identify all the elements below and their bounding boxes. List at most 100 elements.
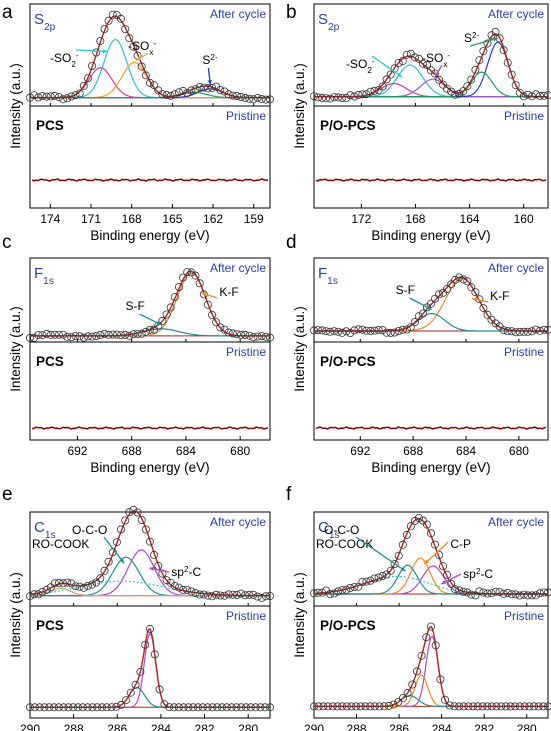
pristine-data-point (352, 702, 361, 711)
data-point (354, 90, 363, 99)
panel-letter-c: c (2, 232, 12, 253)
pristine-envelope (314, 625, 548, 708)
pristine-data-point (431, 641, 440, 650)
data-point (507, 327, 516, 336)
bottom-frame (313, 605, 549, 719)
annotation-arrow (371, 55, 403, 78)
element-label-part: C (318, 519, 329, 536)
pristine-data-point (232, 703, 241, 712)
data-point (382, 75, 391, 84)
after-cycle-label: After cycle (488, 7, 544, 21)
x-tick-label: 174 (40, 212, 60, 226)
data-point (467, 590, 476, 599)
data-point (100, 329, 109, 338)
data-point (96, 574, 105, 583)
pristine-data-point (88, 703, 97, 712)
annotation-o-c-o: O-C-O (324, 523, 359, 537)
pristine-data-point (93, 703, 102, 712)
data-point (366, 326, 375, 335)
annotation-arrow (469, 37, 499, 47)
data-point (232, 92, 241, 101)
data-point (158, 316, 167, 325)
data-point (544, 325, 551, 334)
data-point (158, 90, 167, 99)
annotation-so2-part: - (76, 51, 79, 60)
data-point (410, 516, 419, 525)
pristine-data-point (426, 622, 435, 631)
data-point (141, 327, 150, 336)
data-point (79, 81, 88, 90)
data-point (350, 92, 359, 101)
data-point (483, 589, 492, 598)
data-point (67, 92, 76, 101)
element-label-part: C (34, 519, 45, 536)
data-point (228, 590, 237, 599)
data-point (540, 588, 549, 597)
component-O-C-O (314, 564, 548, 595)
data-point (430, 540, 439, 549)
pristine-data-point (256, 703, 265, 712)
pristine-data-point (366, 702, 375, 711)
pristine-data-point (497, 702, 506, 711)
panel-a: a 174 171 168 165 162 159 Binding energy (eV) In… (2, 2, 274, 243)
data-point (354, 582, 363, 591)
element-label-part: F (34, 265, 43, 282)
data-point (179, 585, 188, 594)
data-point (467, 75, 476, 84)
data-point (174, 88, 183, 97)
pristine-data-point (506, 702, 515, 711)
data-point (112, 538, 121, 547)
pristine-data-point (174, 703, 183, 712)
data-point (406, 522, 415, 531)
data-point (378, 326, 387, 335)
data-point (38, 331, 47, 340)
data-point (309, 326, 318, 335)
annotation-sox-part: x (443, 60, 447, 69)
x-tick-label: 162 (203, 212, 223, 226)
data-point (346, 328, 355, 337)
pristine-data-point (511, 702, 520, 711)
y-axis-label: Intensity (a.u.) (8, 306, 23, 392)
pristine-data-point (459, 702, 468, 711)
data-point (511, 81, 520, 90)
x-tick-label: 171 (81, 212, 101, 226)
annotation-sp2-c: sp2-C (463, 567, 493, 582)
bottom-frame (29, 341, 271, 441)
data-point (25, 592, 34, 601)
arrow-head (119, 558, 124, 564)
data-point (170, 582, 179, 591)
x-tick-label: 284 (432, 722, 452, 731)
pristine-data-point (403, 688, 412, 697)
pristine-data-point (398, 694, 407, 703)
data-point (487, 589, 496, 598)
element-label-part: 1s (329, 530, 340, 541)
pristine-data-point (530, 702, 539, 711)
annotation-s-f: S-F (396, 283, 415, 297)
pristine-data-point (155, 685, 164, 694)
annotation-sp2-c-part: 2 (476, 567, 481, 576)
data-point (257, 332, 266, 341)
pristine-data-point (333, 702, 342, 711)
data-point (499, 326, 508, 335)
pristine-data-point (184, 703, 193, 712)
data-point (338, 328, 347, 337)
annotation-so2-part: -SO (50, 51, 71, 65)
data-point (414, 514, 423, 523)
component--SO2---2- (314, 82, 548, 98)
arrow-head (441, 580, 447, 584)
data-point (79, 333, 88, 342)
data-point (447, 579, 456, 588)
data-point (394, 59, 403, 68)
data-point (137, 516, 146, 525)
data-point (439, 80, 448, 89)
x-tick-label: 282 (195, 722, 215, 731)
data-point (203, 300, 212, 309)
data-point (527, 92, 536, 101)
sample-label: PCS (36, 118, 64, 133)
data-point (83, 332, 92, 341)
pristine-data-point (328, 702, 337, 711)
data-point (50, 91, 59, 100)
pristine-data-point (74, 703, 83, 712)
data-point (67, 333, 76, 342)
data-point (544, 91, 551, 100)
